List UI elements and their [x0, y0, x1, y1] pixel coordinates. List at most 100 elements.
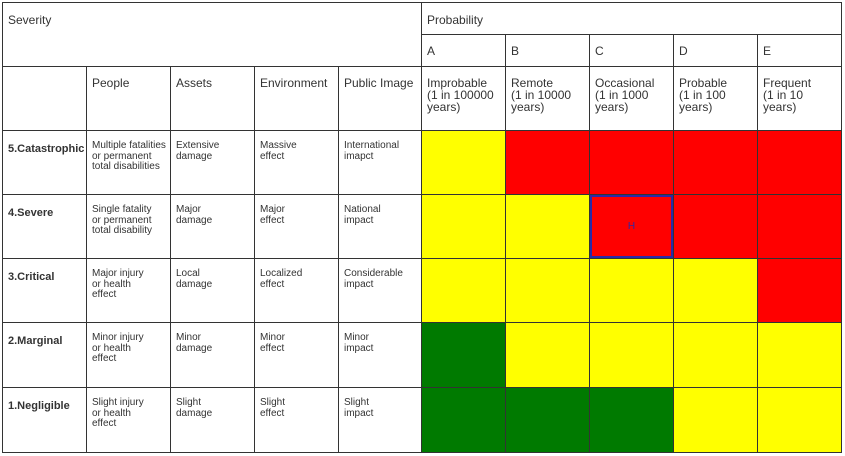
environment-cell: Massive effect [255, 131, 339, 195]
probability-name: Probable (1 in 100 years) [679, 76, 728, 114]
risk-cell-yellow [422, 195, 506, 259]
category-header-assets: Assets [176, 76, 213, 90]
environment-description: Massive effect [260, 140, 297, 162]
assets-description: Major damage [176, 204, 213, 226]
blank-header-cell [2, 67, 87, 131]
probability-header: Probability [427, 13, 484, 27]
assets-description: Slight damage [176, 397, 213, 419]
severity-label: 5.Catastrophic [8, 143, 85, 155]
risk-cell-red [590, 131, 674, 195]
assets-cell: Major damage [171, 195, 255, 259]
probability-letter-cell: E [758, 35, 842, 67]
public-image-cell: Minor impact [339, 323, 422, 388]
public-image-description: Minor impact [344, 332, 374, 354]
probability-name-cell: Remote (1 in 10000 years) [506, 67, 590, 131]
environment-cell: Slight effect [255, 388, 339, 453]
environment-cell: Major effect [255, 195, 339, 259]
probability-name-cell: Probable (1 in 100 years) [674, 67, 758, 131]
severity-cell: 1.Negligible [2, 388, 87, 453]
category-header-cell: Public Image [339, 67, 422, 131]
risk-cell-yellow [590, 259, 674, 323]
probability-letter-d: D [679, 44, 688, 58]
assets-description: Extensive damage [176, 140, 220, 162]
severity-label: 3.Critical [8, 271, 55, 283]
assets-cell: Local damage [171, 259, 255, 323]
risk-cell-red [674, 131, 758, 195]
assets-cell: Slight damage [171, 388, 255, 453]
assets-cell: Minor damage [171, 323, 255, 388]
risk-cell-yellow [674, 388, 758, 453]
probability-letter-c: C [595, 44, 604, 58]
probability-name: Frequent (1 in 10 years) [763, 76, 812, 114]
risk-cell-yellow [506, 259, 590, 323]
probability-letter-a: A [427, 44, 436, 58]
risk-cell-yellow [422, 259, 506, 323]
people-description: Minor injury or health effect [92, 332, 144, 364]
severity-cell: 2.Marginal [2, 323, 87, 388]
people-cell: Major injury or health effect [87, 259, 171, 323]
severity-label: 2.Marginal [8, 335, 63, 347]
public-image-cell: Considerable impact [339, 259, 422, 323]
probability-name: Occasional (1 in 1000 years) [595, 76, 655, 114]
category-header-environment: Environment [260, 76, 328, 90]
risk-cell-red [506, 131, 590, 195]
probability-letter-cell: C [590, 35, 674, 67]
risk-cell-yellow [758, 323, 842, 388]
people-cell: Multiple fatalities or permanent total d… [87, 131, 171, 195]
environment-description: Slight effect [260, 397, 286, 419]
risk-cell-yellow [590, 323, 674, 388]
severity-cell: 5.Catastrophic [2, 131, 87, 195]
risk-cell-green [590, 388, 674, 453]
risk-cell-red [758, 259, 842, 323]
severity-cell: 3.Critical [2, 259, 87, 323]
assets-cell: Extensive damage [171, 131, 255, 195]
people-description: Multiple fatalities or permanent total d… [92, 140, 166, 172]
risk-cell-yellow [506, 323, 590, 388]
environment-cell: Localized effect [255, 259, 339, 323]
probability-letter-cell: B [506, 35, 590, 67]
people-description: Major injury or health effect [92, 268, 144, 300]
risk-cell-green [422, 323, 506, 388]
people-cell: Slight injury or health effect [87, 388, 171, 453]
severity-label: 1.Negligible [8, 400, 70, 412]
assets-description: Local damage [176, 268, 213, 290]
risk-cell-yellow [674, 259, 758, 323]
severity-cell: 4.Severe [2, 195, 87, 259]
risk-cell-red [674, 195, 758, 259]
probability-name-cell: Improbable (1 in 100000 years) [422, 67, 506, 131]
environment-description: Major effect [260, 204, 286, 226]
risk-cell-yellow [674, 323, 758, 388]
category-header-cell: Environment [255, 67, 339, 131]
risk-cell-red [758, 131, 842, 195]
severity-header: Severity [8, 13, 52, 27]
probability-letter-b: B [511, 44, 520, 58]
probability-letter-cell: D [674, 35, 758, 67]
probability-name-cell: Frequent (1 in 10 years) [758, 67, 842, 131]
highlight-marker: H [627, 221, 636, 232]
risk-cell-yellow [758, 388, 842, 453]
public-image-cell: International imapct [339, 131, 422, 195]
probability-name-cell: Occasional (1 in 1000 years) [590, 67, 674, 131]
environment-description: Minor effect [260, 332, 286, 354]
risk-cell-green [506, 388, 590, 453]
risk-cell-red [758, 195, 842, 259]
people-cell: Single fatality or permanent total disab… [87, 195, 171, 259]
severity-label: 4.Severe [8, 207, 54, 219]
public-image-cell: National impact [339, 195, 422, 259]
highlight-border [590, 195, 673, 258]
category-header-public-image: Public Image [344, 76, 414, 90]
probability-letter-cell: A [422, 35, 506, 67]
public-image-description: National impact [344, 204, 381, 226]
probability-header-cell: Probability [422, 2, 842, 35]
people-description: Slight injury or health effect [92, 397, 144, 429]
probability-name: Improbable (1 in 100000 years) [427, 76, 494, 114]
risk-cell-yellow [506, 195, 590, 259]
public-image-description: International imapct [344, 140, 400, 162]
public-image-cell: Slight impact [339, 388, 422, 453]
environment-cell: Minor effect [255, 323, 339, 388]
public-image-description: Slight impact [344, 397, 374, 419]
risk-cell-green [422, 388, 506, 453]
severity-header-cell: Severity [2, 2, 422, 67]
category-header-cell: Assets [171, 67, 255, 131]
